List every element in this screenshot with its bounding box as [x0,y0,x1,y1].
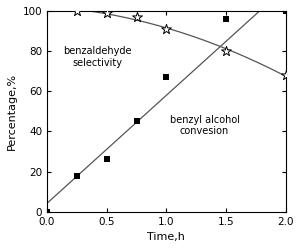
Point [45,210,49,214]
Point [134,15,139,19]
Point [224,17,228,21]
Y-axis label: Percentage,%: Percentage,% [7,73,17,150]
Point [104,157,109,161]
Point [164,75,169,79]
Point [134,119,139,123]
Point [74,174,79,178]
Point [104,11,109,15]
Text: benzyl alcohol
convesion: benzyl alcohol convesion [169,115,240,136]
Point [164,27,169,31]
Text: benzaldehyde
selectivity: benzaldehyde selectivity [63,46,132,68]
Point [284,9,288,13]
Point [284,73,288,77]
X-axis label: Time,h: Time,h [147,232,185,242]
Point [74,9,79,13]
Point [224,49,228,53]
